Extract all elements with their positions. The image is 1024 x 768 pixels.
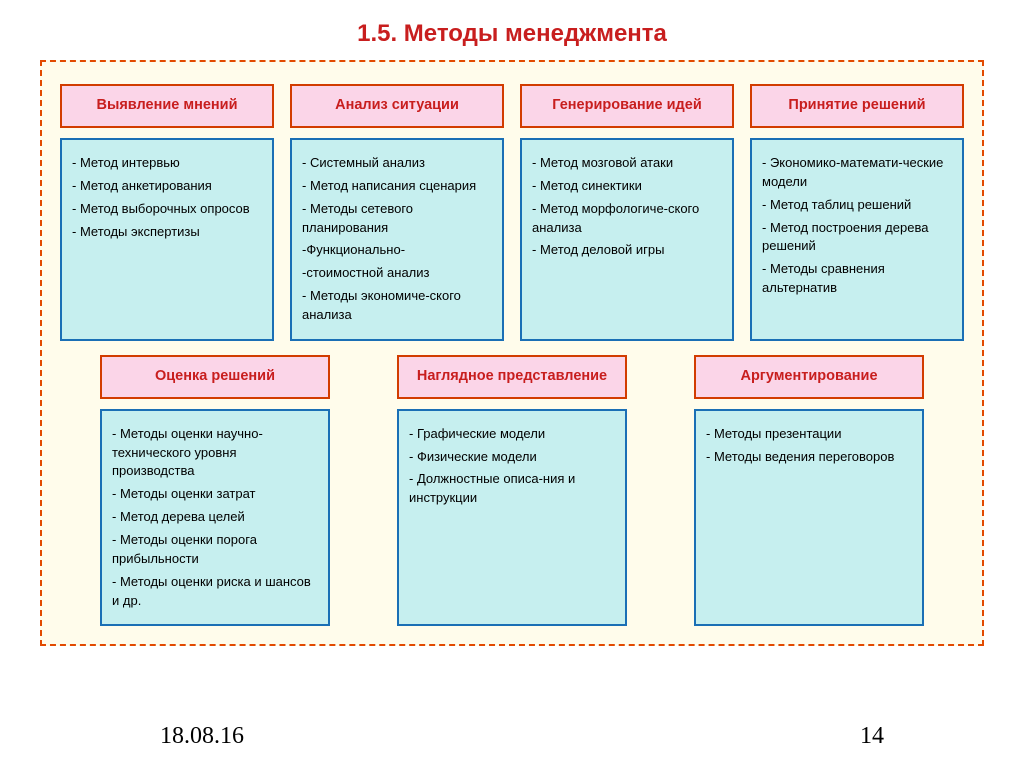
list-item: - Метод интервью	[72, 154, 262, 173]
page-title: 1.5. Методы менеджмента	[0, 0, 1024, 60]
header-box-5: Оценка решений	[100, 355, 330, 399]
footer-page: 14	[860, 723, 884, 750]
list-item: - Методы оценки порога прибыльности	[112, 531, 318, 569]
list-item: - Методы оценки затрат	[112, 485, 318, 504]
row2-bodies: - Методы оценки научно-технического уров…	[100, 409, 924, 627]
header-box-1: Выявление мнений	[60, 84, 274, 128]
row2-wrap: Оценка решений Наглядное представление А…	[60, 355, 964, 627]
list-item: - Метод написания сценария	[302, 177, 492, 196]
list-item: - Экономико-математи-ческие модели	[762, 154, 952, 192]
body-box-3: - Метод мозговой атаки - Метод синектики -…	[520, 138, 734, 341]
list-item: -Функционально-	[302, 241, 492, 260]
list-item: - Графические модели	[409, 425, 615, 444]
list-item: - Методы ведения переговоров	[706, 448, 912, 467]
list-item: - Метод таблиц решений	[762, 196, 952, 215]
list-item: - Методы оценки научно-технического уров…	[112, 425, 318, 482]
list-item: - Метод выборочных опросов	[72, 200, 262, 219]
list-item: - Методы оценки риска и шансов и др.	[112, 573, 318, 611]
list-item: - Должностные описа-ния и инструкции	[409, 470, 615, 508]
list-item: - Методы сетевого планирования	[302, 200, 492, 238]
body-box-6: - Графические модели - Физические модели -…	[397, 409, 627, 627]
body-box-2: - Системный анализ - Метод написания сцен…	[290, 138, 504, 341]
list-item: - Метод анкетирования	[72, 177, 262, 196]
diagram-container: Выявление мнений Анализ ситуации Генерир…	[40, 60, 984, 646]
row1-headers: Выявление мнений Анализ ситуации Генерир…	[60, 84, 964, 128]
list-item: - Методы сравнения альтернатив	[762, 260, 952, 298]
list-item: - Методы презентации	[706, 425, 912, 444]
list-item: - Метод построения дерева решений	[762, 219, 952, 257]
header-box-3: Генерирование идей	[520, 84, 734, 128]
list-item: - Метод морфологиче-ского анализа	[532, 200, 722, 238]
list-item: - Методы экономиче-ского анализа	[302, 287, 492, 325]
list-item: - Метод синектики	[532, 177, 722, 196]
footer-date: 18.08.16	[160, 723, 244, 750]
header-box-6: Наглядное представление	[397, 355, 627, 399]
header-box-4: Принятие решений	[750, 84, 964, 128]
header-box-2: Анализ ситуации	[290, 84, 504, 128]
list-item: -стоимостной анализ	[302, 264, 492, 283]
header-box-7: Аргументирование	[694, 355, 924, 399]
body-box-1: - Метод интервью - Метод анкетирования - М…	[60, 138, 274, 341]
body-box-4: - Экономико-математи-ческие модели - Мето…	[750, 138, 964, 341]
list-item: - Метод мозговой атаки	[532, 154, 722, 173]
footer: 18.08.16 14	[0, 723, 1024, 750]
body-box-7: - Методы презентации - Методы ведения пер…	[694, 409, 924, 627]
list-item: - Системный анализ	[302, 154, 492, 173]
row2-headers: Оценка решений Наглядное представление А…	[100, 355, 924, 399]
list-item: - Методы экспертизы	[72, 223, 262, 242]
list-item: - Метод дерева целей	[112, 508, 318, 527]
row1-bodies: - Метод интервью - Метод анкетирования - М…	[60, 138, 964, 341]
list-item: - Метод деловой игры	[532, 241, 722, 260]
list-item: - Физические модели	[409, 448, 615, 467]
body-box-5: - Методы оценки научно-технического уров…	[100, 409, 330, 627]
